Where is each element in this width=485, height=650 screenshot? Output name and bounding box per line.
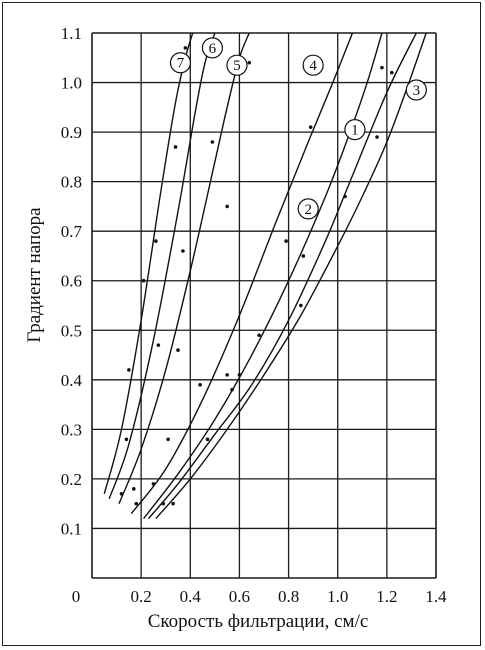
data-point xyxy=(299,303,303,308)
data-point xyxy=(141,278,146,283)
x-tick-label: 1.2 xyxy=(376,587,397,606)
data-points xyxy=(119,46,394,506)
data-point xyxy=(198,382,202,387)
curve-3 xyxy=(155,33,427,520)
data-point xyxy=(375,135,379,139)
data-point xyxy=(380,65,384,70)
x-tick-label: 0.4 xyxy=(180,587,202,606)
data-point xyxy=(301,254,306,258)
curve-label-1: 1 xyxy=(344,119,366,141)
y-tick-label: 0.3 xyxy=(61,420,82,439)
curve-5 xyxy=(118,33,250,504)
curve-label-3: 3 xyxy=(405,79,427,101)
data-point xyxy=(225,204,229,209)
y-tick-label: 0.6 xyxy=(61,272,82,291)
curves xyxy=(103,33,427,520)
curve-label-4: 4 xyxy=(302,54,324,76)
y-tick-label: 0.2 xyxy=(61,470,82,489)
data-point xyxy=(389,70,394,75)
data-point xyxy=(210,140,215,144)
curve-label-text: 7 xyxy=(177,56,185,72)
curve-label-7: 7 xyxy=(169,52,192,74)
y-tick-label: 0.5 xyxy=(61,321,82,340)
data-point xyxy=(181,249,185,253)
data-point xyxy=(247,60,252,65)
data-point xyxy=(131,487,136,491)
x-tick-label: 0.8 xyxy=(278,587,299,606)
data-point xyxy=(161,501,166,506)
grid xyxy=(91,32,437,579)
curve-6 xyxy=(108,33,216,499)
curve-label-text: 3 xyxy=(413,83,421,99)
x-axis-label: Скорость фильтрации, см/с xyxy=(148,611,369,632)
data-point xyxy=(284,239,288,243)
y-tick-label: 0.4 xyxy=(61,371,83,390)
data-point xyxy=(156,343,161,347)
curve-label-text: 5 xyxy=(233,58,241,74)
curve-label-text: 2 xyxy=(304,202,312,218)
figure-frame xyxy=(2,2,481,646)
data-point xyxy=(205,437,210,442)
curve-label-text: 6 xyxy=(209,41,217,57)
curve-label-5: 5 xyxy=(226,54,248,76)
data-point xyxy=(151,482,156,486)
curve-label-2: 2 xyxy=(297,198,319,220)
x-tick-label: 0.6 xyxy=(229,587,250,606)
curve-2 xyxy=(143,33,383,519)
data-point xyxy=(343,194,347,199)
data-point xyxy=(308,125,313,129)
data-point xyxy=(257,333,261,338)
y-tick-label: 0.8 xyxy=(61,173,82,192)
curve-label-text: 1 xyxy=(351,123,359,139)
data-point xyxy=(171,501,175,506)
x-tick-label: 1.4 xyxy=(425,587,447,606)
data-point xyxy=(124,437,129,442)
data-point xyxy=(230,387,234,392)
data-point xyxy=(176,348,180,352)
curve-label-text: 4 xyxy=(309,58,317,74)
data-point xyxy=(225,373,229,377)
x-tick-label: 0.2 xyxy=(131,587,152,606)
data-point xyxy=(237,373,242,377)
curve-label-6: 6 xyxy=(201,37,223,59)
x-tick-label: 0 xyxy=(72,587,81,606)
curve-1 xyxy=(147,33,417,520)
y-tick-label: 1.1 xyxy=(61,24,82,43)
x-tick-label: 1.0 xyxy=(327,587,348,606)
curve-7 xyxy=(103,33,194,494)
curve-labels: 7 65 4 1 2 3 xyxy=(169,37,427,220)
y-tick-label: 0.9 xyxy=(61,123,82,142)
y-tick-label: 0.7 xyxy=(61,222,83,241)
data-point xyxy=(119,491,124,496)
y-axis-label: Градиент напора xyxy=(24,207,45,343)
y-tick-label: 0.1 xyxy=(61,519,82,538)
data-point xyxy=(134,501,139,506)
data-point xyxy=(173,145,178,149)
data-point xyxy=(127,368,131,372)
data-point xyxy=(166,437,170,442)
tick-labels: 0 0.2 0.4 0.6 0.8 1.0 1.2 1.4 0.1 0.2 0.3 0.4 0.5 0.6… xyxy=(61,24,447,606)
y-tick-label: 1.0 xyxy=(61,74,82,93)
curve-4 xyxy=(130,33,354,515)
data-point xyxy=(154,239,158,243)
data-point xyxy=(183,46,188,50)
